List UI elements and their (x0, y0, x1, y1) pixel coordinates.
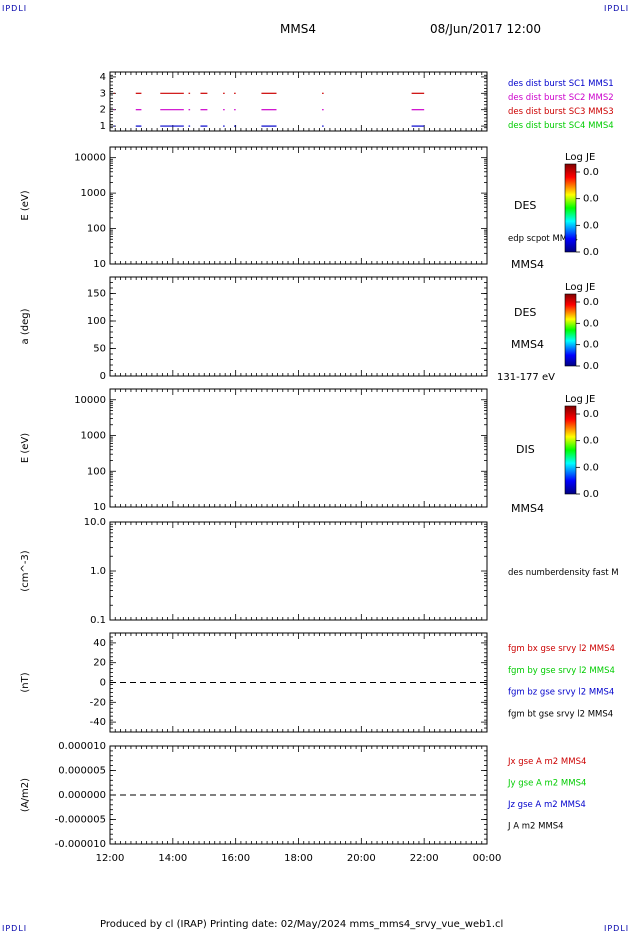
y-tick-label: 1000 (81, 188, 106, 199)
panel-frame (109, 71, 488, 132)
colorbar-tick-label: 0.0 (583, 194, 599, 205)
colorbar-title: Log JE (565, 394, 595, 405)
colorbar-tick-label: 0.0 (583, 247, 599, 258)
x-tick-label: 20:00 (347, 853, 376, 864)
legend-entry: fgm bx gse srvy l2 MMS4 (508, 644, 615, 654)
colorbar-title: Log JE (565, 282, 595, 293)
colorbar-title: Log JE (565, 152, 595, 163)
y-tick-label: 0.000000 (58, 790, 106, 801)
side-label: DES (514, 306, 536, 319)
y-tick-label: 4 (100, 72, 106, 83)
legend-entry: Jy gse A m2 MMS4 (507, 779, 586, 789)
side-label: edp scpot MMS4 (508, 234, 578, 244)
legend-entry: des dist burst SC3 MMS3 (508, 107, 614, 117)
y-tick-label: 0 (100, 371, 106, 382)
legend-entry: des dist burst SC2 MMS2 (508, 93, 614, 103)
y-tick-label: 20 (93, 658, 106, 669)
y-tick-label: 0.1 (90, 615, 106, 626)
plot-datetime: 08/Jun/2017 12:00 (430, 22, 542, 36)
y-tick-label: -40 (90, 717, 106, 728)
corner-label-br: IPDLI (604, 924, 630, 933)
panel-frame (109, 521, 488, 621)
y-tick-label: 2 (100, 105, 106, 116)
colorbar (564, 293, 577, 367)
y-axis-label: E (eV) (20, 190, 31, 220)
panel-frame (109, 146, 488, 265)
y-tick-label: -0.000005 (55, 815, 106, 826)
legend-entry: des numberdensity fast M (508, 568, 619, 578)
y-tick-label: 0.000005 (58, 766, 106, 777)
colorbar-tick-label: 0.0 (583, 167, 599, 178)
y-tick-label: 10000 (74, 153, 106, 164)
y-tick-label: 10.0 (84, 517, 106, 528)
legend-entry: Jz gse A m2 MMS4 (507, 800, 586, 810)
colorbar-tick-label: 0.0 (583, 462, 599, 473)
legend-entry: Jx gse A m2 MMS4 (507, 757, 586, 767)
y-tick-label: 1.0 (90, 566, 106, 577)
y-axis-label: a (deg) (20, 308, 31, 344)
colorbar-tick-label: 0.0 (583, 436, 599, 447)
y-tick-label: 100 (87, 224, 106, 235)
y-tick-label: 50 (93, 344, 106, 355)
y-axis-label: E (eV) (20, 433, 31, 463)
side-label: MMS4 (511, 338, 544, 351)
side-label: DIS (516, 443, 535, 456)
x-tick-label: 12:00 (96, 853, 125, 864)
colorbar-tick-label: 0.0 (583, 361, 599, 372)
colorbar-tick-label: 0.0 (583, 220, 599, 231)
y-axis-label: (nT) (20, 672, 31, 692)
corner-label-tl: IPDLI (2, 4, 28, 13)
y-tick-label: 1 (100, 121, 106, 132)
y-tick-label: 100 (87, 316, 106, 327)
y-tick-label: 0.000010 (58, 741, 106, 752)
colorbar (564, 405, 577, 495)
y-tick-label: -20 (90, 697, 106, 708)
legend-entry: des dist burst SC4 MMS4 (508, 121, 614, 131)
x-tick-label: 00:00 (473, 853, 502, 864)
x-tick-label: 18:00 (284, 853, 313, 864)
legend-entry: des dist burst SC1 MMS1 (508, 79, 614, 89)
side-label: MMS4 (511, 258, 544, 271)
side-label: DES (514, 199, 536, 212)
panel-frame (109, 276, 488, 377)
x-tick-label: 14:00 (158, 853, 187, 864)
y-tick-label: -0.000010 (55, 839, 106, 850)
y-tick-label: 10000 (74, 395, 106, 406)
side-label: 131-177 eV (497, 372, 555, 383)
x-tick-label: 16:00 (221, 853, 250, 864)
colorbar (564, 163, 577, 253)
y-tick-label: 3 (100, 88, 106, 99)
legend-entry: fgm by gse srvy l2 MMS4 (508, 666, 615, 676)
corner-label-tr: IPDLI (604, 4, 630, 13)
colorbar-tick-label: 0.0 (583, 409, 599, 420)
y-tick-label: 1000 (81, 431, 106, 442)
y-axis-label: (A/m2) (20, 778, 31, 812)
legend-entry: fgm bt gse srvy l2 MMS4 (508, 709, 613, 719)
colorbar-tick-label: 0.0 (583, 340, 599, 351)
y-tick-label: 100 (87, 466, 106, 477)
y-tick-label: 10 (93, 502, 106, 513)
colorbar-tick-label: 0.0 (583, 318, 599, 329)
y-axis-label: (cm^-3) (20, 550, 31, 591)
legend-entry: J A m2 MMS4 (507, 822, 564, 832)
side-label: MMS4 (511, 502, 544, 515)
legend-entry: fgm bz gse srvy l2 MMS4 (508, 688, 614, 698)
y-tick-label: 10 (93, 259, 106, 270)
colorbar-tick-label: 0.0 (583, 489, 599, 500)
y-tick-label: 150 (87, 289, 106, 300)
colorbar-tick-label: 0.0 (583, 297, 599, 308)
x-tick-label: 22:00 (410, 853, 439, 864)
y-tick-label: 0 (100, 678, 106, 689)
corner-label-bl: IPDLI (2, 924, 28, 933)
footer-credit: Produced by cl (IRAP) Printing date: 02/… (100, 919, 504, 930)
plot-title: MMS4 (280, 22, 316, 36)
panel-frame (109, 388, 488, 508)
y-tick-label: 40 (93, 638, 106, 649)
